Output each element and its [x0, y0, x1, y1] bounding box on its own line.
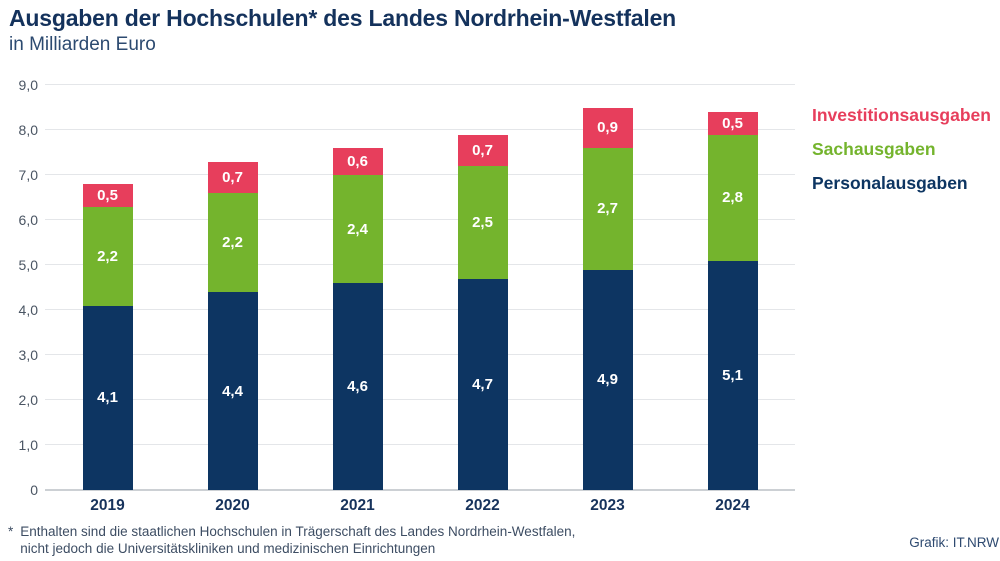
segment-value-label: 2,2: [222, 234, 243, 251]
gridline: [45, 444, 795, 445]
segment-value-label: 0,6: [347, 153, 368, 170]
bar-stack: 0,7 2,2 4,4: [207, 161, 258, 490]
x-axis-label-2023: 2023: [590, 497, 625, 514]
bar-segment-personalausgaben: 4,6: [332, 283, 383, 490]
segment-value-label: 0,9: [597, 119, 618, 137]
bar-segment-sachausgaben: 2,2: [207, 193, 258, 292]
y-axis: 0 1,0 2,0 3,0 4,0 5,0 6,0 7,0 8,0 9,0: [0, 77, 38, 498]
plot-area: 0,5 2,2 4,1 0,7 2,2 4,4 0,6 2,4 4,6 0,7 2,5 4,7 0,9 2…: [45, 84, 795, 491]
legend: Investitionsausgaben Sachausgaben Personal…: [812, 98, 991, 200]
y-axis-tick-label: 0: [30, 482, 38, 498]
bar-segment-investitionsausgaben: 0,5: [707, 112, 758, 135]
gridline: [45, 264, 795, 265]
gridline: [45, 309, 795, 310]
footnote: * Enthalten sind die staatlichen Hochsch…: [8, 523, 575, 557]
x-axis-label-2024: 2024: [715, 497, 750, 514]
y-axis-tick-label: 2,0: [18, 392, 38, 408]
footnote-line-2: nicht jedoch die Universitätskliniken un…: [20, 541, 436, 556]
legend-item-personalausgaben: Personalausgaben: [812, 173, 968, 193]
bar-stack: 0,5 2,8 5,1: [707, 112, 758, 490]
credit: Grafik: IT.NRW: [909, 535, 999, 550]
segment-value-label: 2,5: [472, 213, 493, 231]
y-axis-tick-label: 4,0: [18, 302, 38, 318]
bar-column-2020: 0,7 2,2 4,4: [170, 85, 295, 490]
x-axis-label-2019: 2019: [90, 497, 125, 514]
bar-segment-sachausgaben: 2,5: [457, 166, 508, 279]
footnote-marker: *: [8, 524, 14, 539]
x-axis-labels: 2019 2020 2021 2022 2023 2024: [45, 497, 795, 515]
bar-segment-personalausgaben: 4,9: [582, 269, 633, 490]
y-axis-tick-label: 7,0: [18, 167, 38, 183]
bar-stack: 0,9 2,7 4,9: [582, 107, 633, 490]
y-axis-tick-label: 3,0: [18, 347, 38, 363]
gridline: [45, 354, 795, 355]
segment-value-label: 4,1: [97, 389, 118, 407]
bar-column-2023: 0,9 2,7 4,9: [545, 85, 670, 490]
bar-column-2022: 0,7 2,5 4,7: [420, 85, 545, 490]
bar-stack: 0,7 2,5 4,7: [457, 134, 508, 490]
page-title: Ausgaben der Hochschulen* des Landes Nor…: [9, 5, 677, 31]
bar-segment-investitionsausgaben: 0,6: [332, 148, 383, 175]
footnote-text: Enthalten sind die staatlichen Hochschul…: [20, 523, 575, 557]
y-axis-tick-label: 8,0: [18, 122, 38, 138]
segment-value-label: 2,2: [97, 247, 118, 265]
segment-value-label: 4,6: [347, 378, 368, 395]
page-subtitle: in Milliarden Euro: [9, 34, 156, 55]
bar-segment-investitionsausgaben: 0,7: [457, 134, 508, 166]
gridline: [45, 219, 795, 220]
y-axis-tick-label: 1,0: [18, 437, 38, 453]
gridline: [45, 84, 795, 85]
bar-stack: 0,5 2,2 4,1: [82, 184, 133, 490]
bar-segment-sachausgaben: 2,7: [582, 148, 633, 270]
bar-column-2021: 0,6 2,4 4,6: [295, 85, 420, 490]
x-axis-label-2020: 2020: [215, 497, 250, 514]
segment-value-label: 4,7: [472, 375, 493, 393]
gridline: [45, 129, 795, 130]
segment-value-label: 2,8: [722, 189, 743, 206]
bar-column-2019: 0,5 2,2 4,1: [45, 85, 170, 490]
segment-value-label: 5,1: [722, 366, 743, 384]
bar-stack: 0,6 2,4 4,6: [332, 148, 383, 490]
segment-value-label: 0,7: [472, 141, 493, 159]
y-axis-tick-label: 5,0: [18, 257, 38, 273]
bar-segment-personalausgaben: 5,1: [707, 260, 758, 490]
segment-value-label: 0,7: [222, 168, 243, 186]
segment-value-label: 0,5: [97, 186, 118, 204]
bar-segment-personalausgaben: 4,4: [207, 292, 258, 490]
segment-value-label: 0,5: [722, 114, 743, 132]
bar-segment-sachausgaben: 2,4: [332, 175, 383, 283]
footnote-line-1: Enthalten sind die staatlichen Hochschul…: [20, 524, 576, 539]
bar-group: 0,5 2,2 4,1 0,7 2,2 4,4 0,6 2,4 4,6 0,7 2,5 4,7 0,9 2…: [45, 85, 795, 490]
segment-value-label: 4,4: [222, 382, 243, 400]
segment-value-label: 2,7: [597, 200, 618, 218]
bar-segment-investitionsausgaben: 0,5: [82, 184, 133, 207]
y-axis-tick-label: 6,0: [18, 212, 38, 228]
segment-value-label: 2,4: [347, 220, 368, 238]
bar-segment-investitionsausgaben: 0,9: [582, 107, 633, 148]
bar-segment-personalausgaben: 4,7: [457, 278, 508, 490]
legend-item-sachausgaben: Sachausgaben: [812, 139, 936, 159]
x-axis-label-2022: 2022: [465, 497, 500, 514]
bar-segment-sachausgaben: 2,2: [82, 206, 133, 306]
gridline: [45, 174, 795, 175]
segment-value-label: 4,9: [597, 371, 618, 389]
x-axis-label-2021: 2021: [340, 497, 375, 514]
bar-segment-personalausgaben: 4,1: [82, 305, 133, 490]
bar-segment-investitionsausgaben: 0,7: [207, 161, 258, 193]
y-axis-tick-label: 9,0: [18, 77, 38, 93]
gridline: [45, 399, 795, 400]
bar-segment-sachausgaben: 2,8: [707, 134, 758, 261]
legend-item-investitionsausgaben: Investitionsausgaben: [812, 105, 991, 125]
x-axis-baseline: [45, 489, 795, 491]
bar-column-2024: 0,5 2,8 5,1: [670, 85, 795, 490]
